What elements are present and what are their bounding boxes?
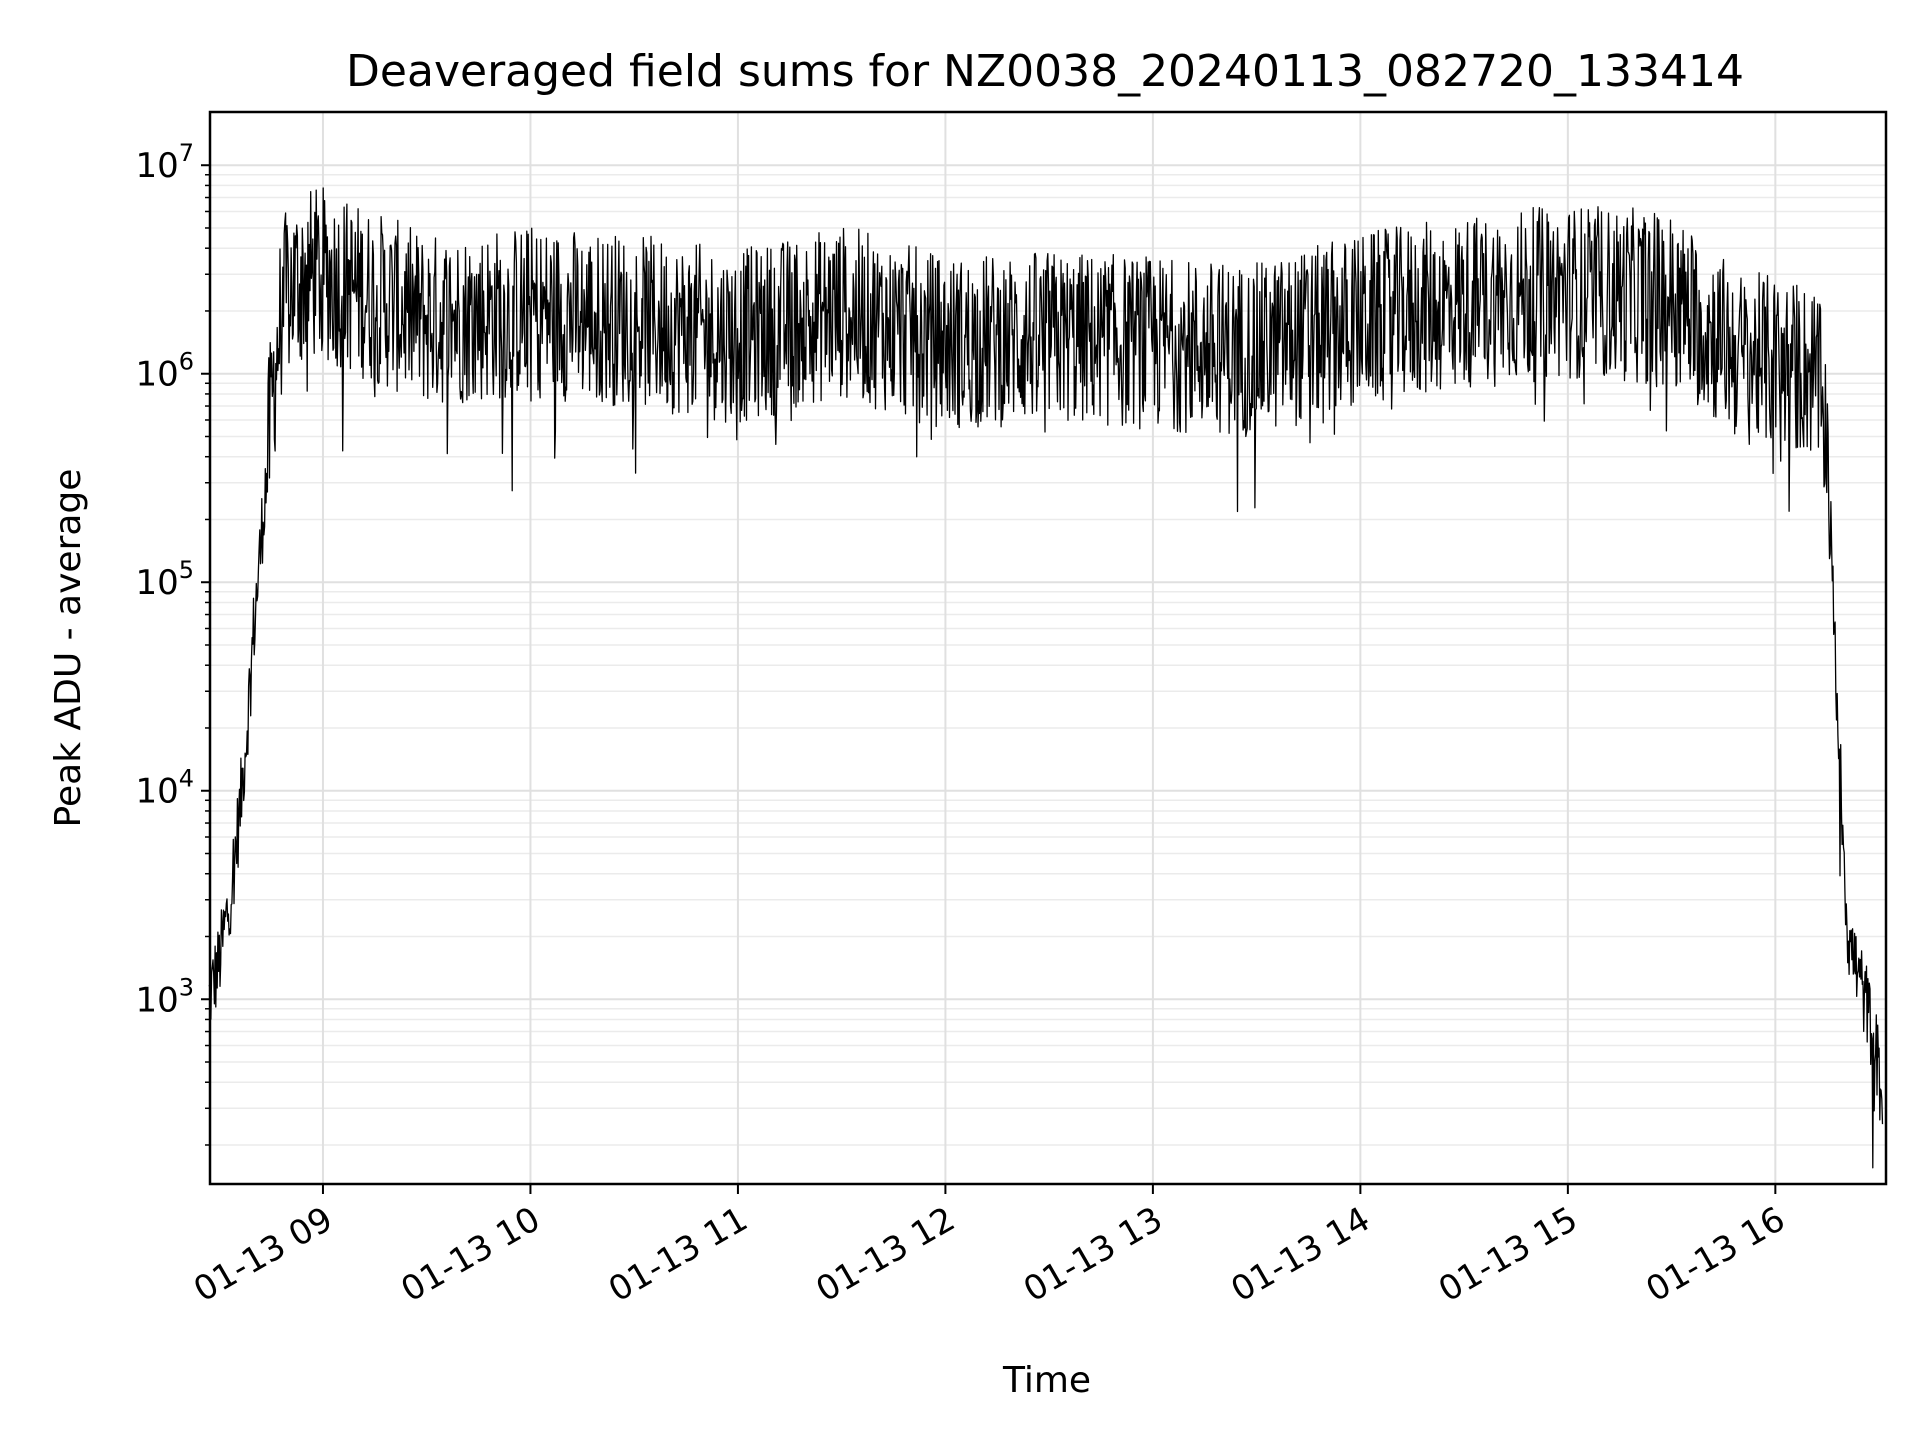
x-tick-label: 01-13 11 xyxy=(602,1199,754,1310)
x-tick-label: 01-13 10 xyxy=(395,1199,547,1310)
y-tick-label: 106 xyxy=(135,348,194,395)
y-tick-label: 103 xyxy=(135,973,194,1020)
x-tick-label: 01-13 14 xyxy=(1224,1199,1376,1310)
plot-frame xyxy=(208,110,1888,1186)
series-line xyxy=(208,187,1884,1169)
y-axis-ticks: 103 104 105 106 107 xyxy=(135,139,210,1146)
x-tick-label: 01-13 16 xyxy=(1639,1199,1791,1310)
y-tick-label: 104 xyxy=(135,765,194,812)
x-tick-label: 01-13 09 xyxy=(187,1199,339,1310)
x-axis-label: Time xyxy=(1002,1360,1091,1401)
x-tick-label: 01-13 13 xyxy=(1017,1199,1169,1310)
chart-title: Deaveraged field sums for NZ0038_2024011… xyxy=(346,46,1744,97)
x-axis-ticks: 01-13 09 01-13 10 01-13 11 01-13 12 01-13 13… xyxy=(187,1184,1792,1310)
grid xyxy=(210,112,1886,1184)
y-tick-label: 105 xyxy=(135,556,194,603)
x-tick-label: 01-13 15 xyxy=(1432,1199,1584,1310)
series-layer xyxy=(208,187,1884,1169)
y-tick-label: 107 xyxy=(135,139,194,186)
y-axis-label: Peak ADU - average xyxy=(48,469,89,828)
x-tick-label: 01-13 12 xyxy=(810,1199,962,1310)
